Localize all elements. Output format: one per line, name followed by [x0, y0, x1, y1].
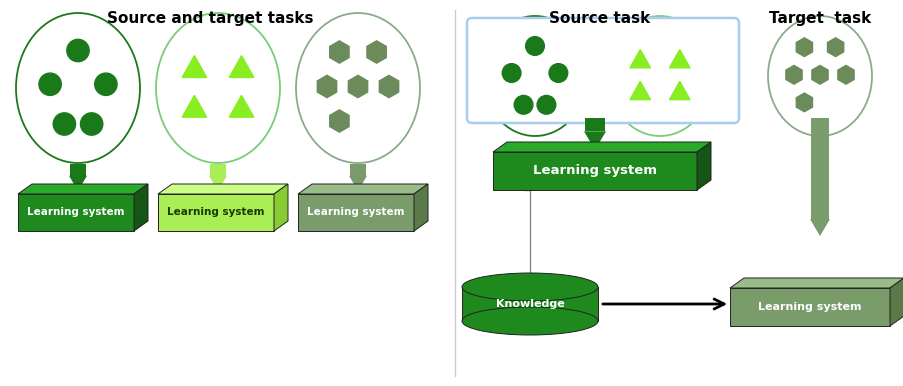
- Polygon shape: [826, 38, 842, 57]
- Bar: [492, 152, 696, 190]
- Text: Source and target tasks: Source and target tasks: [107, 11, 313, 26]
- Ellipse shape: [461, 307, 598, 335]
- Ellipse shape: [768, 16, 871, 136]
- Text: Learning system: Learning system: [307, 208, 405, 217]
- Polygon shape: [629, 81, 650, 100]
- Text: Learning system: Learning system: [167, 208, 265, 217]
- Circle shape: [536, 95, 555, 114]
- Polygon shape: [158, 184, 288, 194]
- Polygon shape: [730, 278, 903, 288]
- Ellipse shape: [156, 13, 280, 163]
- Polygon shape: [70, 164, 86, 176]
- Bar: [158, 194, 274, 231]
- Bar: [298, 194, 414, 231]
- Polygon shape: [809, 219, 829, 236]
- Polygon shape: [69, 176, 87, 191]
- Circle shape: [514, 95, 533, 114]
- Polygon shape: [349, 164, 366, 176]
- Ellipse shape: [461, 273, 598, 301]
- Ellipse shape: [608, 16, 712, 136]
- Polygon shape: [837, 66, 853, 84]
- Polygon shape: [629, 49, 650, 68]
- Polygon shape: [134, 184, 148, 231]
- Circle shape: [67, 39, 89, 62]
- Polygon shape: [414, 184, 427, 231]
- Polygon shape: [811, 66, 827, 84]
- Polygon shape: [209, 164, 226, 176]
- Bar: [18, 194, 134, 231]
- Bar: [730, 288, 889, 326]
- Text: Learning system: Learning system: [533, 164, 656, 178]
- Polygon shape: [696, 142, 711, 190]
- Polygon shape: [182, 95, 207, 117]
- Polygon shape: [810, 118, 828, 219]
- Circle shape: [53, 113, 76, 135]
- Polygon shape: [182, 56, 207, 78]
- Polygon shape: [669, 49, 689, 68]
- Polygon shape: [209, 176, 227, 191]
- Text: Target  task: Target task: [768, 11, 870, 26]
- Polygon shape: [796, 38, 812, 57]
- Polygon shape: [330, 110, 349, 132]
- Circle shape: [80, 113, 103, 135]
- Polygon shape: [317, 75, 336, 98]
- Polygon shape: [229, 56, 254, 78]
- Polygon shape: [274, 184, 288, 231]
- Polygon shape: [785, 66, 801, 84]
- Polygon shape: [492, 142, 711, 152]
- Ellipse shape: [482, 16, 586, 136]
- Circle shape: [525, 37, 544, 55]
- Polygon shape: [584, 118, 604, 131]
- Ellipse shape: [295, 13, 420, 163]
- Polygon shape: [298, 184, 427, 194]
- Circle shape: [502, 64, 520, 82]
- Polygon shape: [796, 93, 812, 112]
- Polygon shape: [669, 81, 689, 100]
- Polygon shape: [18, 184, 148, 194]
- Text: Knowledge: Knowledge: [495, 299, 563, 309]
- Circle shape: [95, 73, 116, 95]
- Bar: [461, 287, 598, 321]
- Circle shape: [548, 64, 567, 82]
- Polygon shape: [367, 41, 386, 63]
- Polygon shape: [379, 75, 398, 98]
- FancyBboxPatch shape: [467, 18, 738, 123]
- Circle shape: [39, 73, 61, 95]
- Polygon shape: [583, 131, 605, 150]
- Text: Learning system: Learning system: [27, 208, 125, 217]
- Text: Source task: Source task: [549, 11, 650, 26]
- Ellipse shape: [16, 13, 140, 163]
- Polygon shape: [349, 176, 367, 191]
- Polygon shape: [330, 41, 349, 63]
- Polygon shape: [229, 95, 254, 117]
- Polygon shape: [348, 75, 368, 98]
- Polygon shape: [889, 278, 903, 326]
- Text: Learning system: Learning system: [758, 302, 861, 312]
